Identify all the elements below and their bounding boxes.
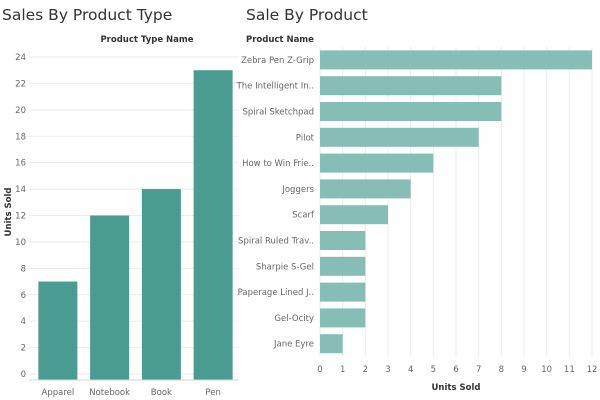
right-x-tick-label: 3 bbox=[385, 365, 390, 375]
left-bar-pen[interactable] bbox=[193, 70, 233, 380]
right-bar-how-to-win-frie[interactable] bbox=[320, 153, 434, 173]
right-bar-pilot[interactable] bbox=[320, 127, 479, 147]
right-y-category-label: Pilot bbox=[296, 133, 315, 143]
left-y-tick-label: 4 bbox=[21, 317, 26, 327]
left-y-tick-label: 14 bbox=[15, 185, 26, 195]
right-bar-gel-ocity[interactable] bbox=[320, 308, 366, 328]
right-x-tick-label: 8 bbox=[499, 365, 504, 375]
right-x-tick-label: 11 bbox=[564, 365, 575, 375]
right-y-category-label: The Intelligent In.. bbox=[236, 82, 314, 92]
right-bar-the-intelligent-in[interactable] bbox=[320, 76, 502, 96]
left-y-tick-label: 0 bbox=[21, 370, 26, 380]
left-y-tick-label: 22 bbox=[15, 79, 26, 89]
right-x-tick-label: 9 bbox=[521, 365, 526, 375]
right-x-tick-label: 12 bbox=[587, 365, 598, 375]
right-x-tick-label: 1 bbox=[340, 365, 345, 375]
right-y-category-label: Gel-Ocity bbox=[274, 314, 314, 324]
left-x-category-label: Pen bbox=[205, 388, 220, 398]
right-bar-spiral-ruled-trav[interactable] bbox=[320, 231, 366, 250]
left-y-tick-label: 2 bbox=[21, 344, 26, 354]
left-bar-chart: Product Type Name024681012141618202224Un… bbox=[4, 35, 239, 398]
left-y-tick-label: 6 bbox=[21, 291, 26, 301]
left-y-tick-label: 20 bbox=[15, 106, 26, 116]
right-y-category-label: Scarf bbox=[292, 211, 315, 221]
right-x-tick-label: 4 bbox=[408, 365, 413, 375]
right-row-header: Product Name bbox=[246, 35, 314, 45]
left-y-tick-label: 8 bbox=[21, 264, 26, 274]
right-y-category-label: Spiral Ruled Trav.. bbox=[238, 237, 314, 247]
left-x-category-label: Notebook bbox=[89, 388, 130, 398]
right-x-axis-label: Units Sold bbox=[432, 383, 481, 393]
right-y-category-label: Jane Eyre bbox=[273, 340, 314, 350]
left-column-header: Product Type Name bbox=[100, 35, 193, 45]
right-x-tick-label: 6 bbox=[453, 365, 458, 375]
right-x-tick-label: 10 bbox=[541, 365, 552, 375]
right-x-tick-label: 5 bbox=[431, 365, 436, 375]
left-y-axis-label: Units Sold bbox=[4, 188, 14, 237]
right-bar-joggers[interactable] bbox=[320, 179, 411, 199]
right-y-category-label: Joggers bbox=[281, 185, 314, 195]
right-y-category-label: Spiral Sketchpad bbox=[242, 108, 314, 118]
right-x-tick-label: 0 bbox=[317, 365, 322, 375]
left-y-tick-label: 24 bbox=[15, 53, 26, 63]
left-x-category-label: Book bbox=[151, 388, 172, 398]
left-y-tick-label: 16 bbox=[15, 159, 26, 169]
right-y-category-label: Zebra Pen Z-Grip bbox=[241, 56, 314, 66]
left-y-tick-label: 10 bbox=[15, 238, 26, 248]
right-x-tick-label: 7 bbox=[476, 365, 481, 375]
left-chart-title: Sales By Product Type bbox=[2, 6, 173, 24]
right-bar-sharpie-s-gel[interactable] bbox=[320, 256, 366, 276]
right-y-category-label: Paperage Lined J.. bbox=[238, 288, 314, 298]
right-bar-zebra-pen-z-grip[interactable] bbox=[320, 50, 592, 70]
left-y-tick-label: 18 bbox=[15, 132, 26, 142]
right-y-category-label: Sharpie S-Gel bbox=[256, 262, 314, 272]
left-y-tick-label: 12 bbox=[15, 212, 26, 222]
right-chart-title: Sale By Product bbox=[246, 6, 368, 24]
left-bar-book[interactable] bbox=[141, 189, 181, 380]
right-bar-spiral-sketchpad[interactable] bbox=[320, 102, 502, 121]
right-bar-paperage-lined-j[interactable] bbox=[320, 282, 366, 302]
right-bar-scarf[interactable] bbox=[320, 205, 388, 225]
right-bar-jane-eyre[interactable] bbox=[320, 334, 343, 354]
left-bar-notebook[interactable] bbox=[90, 215, 130, 381]
right-y-category-label: How to Win Frie.. bbox=[242, 159, 314, 169]
left-bar-apparel[interactable] bbox=[38, 281, 78, 380]
right-x-tick-label: 2 bbox=[363, 365, 368, 375]
left-x-category-label: Apparel bbox=[42, 388, 75, 398]
